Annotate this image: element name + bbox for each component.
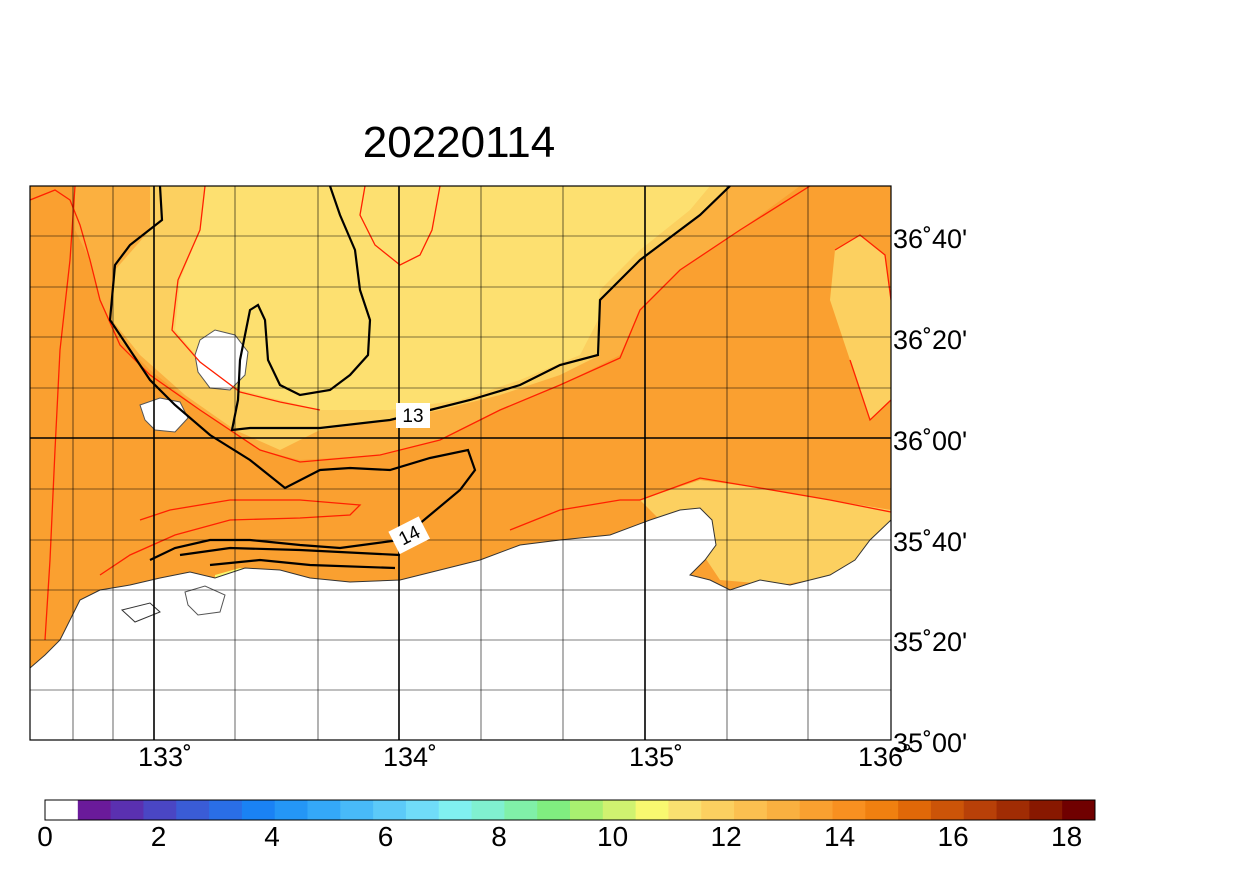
colorbar-swatch (701, 800, 735, 820)
colorbar-label: 0 (37, 821, 53, 852)
sea-region-east-cool (640, 480, 891, 585)
colorbar-swatch (176, 800, 210, 820)
colorbar (45, 800, 1096, 820)
colorbar-label: 10 (597, 821, 628, 852)
lon-tick-135: 135˚ (629, 742, 683, 772)
colorbar-swatch (504, 800, 538, 820)
colorbar-swatch (930, 800, 965, 820)
colorbar-swatch (143, 800, 177, 820)
major-graticule (30, 186, 891, 740)
island-small-west (120, 602, 161, 623)
colorbar-swatch (734, 800, 768, 820)
colorbar-swatch (602, 800, 637, 820)
colorbar-swatch (766, 800, 801, 820)
lat-tick-3640: 36˚40' (893, 224, 967, 254)
lon-tick-133: 133˚ (138, 742, 192, 772)
colorbar-swatch (996, 800, 1030, 820)
colorbar-label: 4 (264, 821, 280, 852)
colorbar-swatch (537, 800, 571, 820)
colorbar-label: 6 (378, 821, 394, 852)
colorbar-swatch (438, 800, 473, 820)
colorbar-swatch (799, 800, 833, 820)
lat-tick-3600: 36˚00' (893, 426, 967, 456)
lat-tick-3500: 35˚00' (893, 728, 967, 758)
colorbar-swatch (898, 800, 932, 820)
lat-tick-3620: 36˚20' (893, 325, 967, 355)
colorbar-swatch (274, 800, 308, 820)
colorbar-swatch (635, 800, 669, 820)
colorbar-swatch (340, 800, 374, 820)
lat-tick-3540: 35˚40' (893, 527, 967, 557)
figure-title: 20220114 (363, 118, 556, 167)
colorbar-swatch (209, 800, 243, 820)
colorbar-swatch (668, 800, 702, 820)
graticule (30, 186, 891, 740)
colorbar-label: 8 (491, 821, 507, 852)
colorbar-swatch (1029, 800, 1063, 820)
colorbar-label: 12 (711, 821, 742, 852)
colorbar-swatch (77, 800, 112, 820)
lon-tick-134: 134˚ (383, 742, 437, 772)
contour-label-13: 13 (396, 403, 430, 428)
colorbar-swatch (405, 800, 440, 820)
svg-text:13: 13 (402, 406, 423, 427)
colorbar-swatch (373, 800, 407, 820)
colorbar-swatch (45, 800, 79, 820)
map-area: 13 14 (30, 186, 891, 740)
map-frame (29, 185, 892, 741)
colorbar-label: 14 (824, 821, 855, 852)
colorbar-swatch (110, 800, 144, 820)
lon-tick-136: 136˚ (858, 742, 912, 772)
lat-tick-3520: 35˚20' (893, 627, 967, 657)
colorbar-swatch (963, 800, 998, 820)
red-isolines (30, 186, 891, 641)
colorbar-label: 16 (938, 821, 969, 852)
colorbar-label: 2 (151, 821, 167, 852)
colorbar-label: 18 (1051, 821, 1082, 852)
colorbar-swatch (865, 800, 899, 820)
land-mainland (30, 507, 891, 740)
colorbar-swatch (570, 800, 604, 820)
colorbar-frame (44, 799, 1096, 821)
colorbar-swatch (832, 800, 866, 820)
warm-tongue (180, 468, 360, 520)
colorbar-labels: 0 2 4 6 8 10 12 14 16 18 (37, 821, 1082, 852)
lake-shinji (184, 585, 226, 616)
colorbar-swatch (241, 800, 276, 820)
colorbar-swatch (1062, 800, 1096, 820)
sea-region-ne (830, 235, 891, 420)
sea-region-cold (175, 186, 710, 410)
colorbar-swatch (471, 800, 505, 820)
colorbar-swatch (307, 800, 341, 820)
